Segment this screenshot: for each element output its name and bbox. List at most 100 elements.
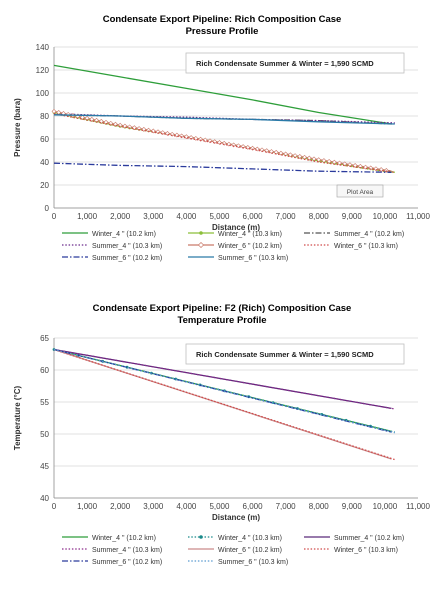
series-marker <box>357 163 363 169</box>
y-tick-label: 60 <box>40 135 49 144</box>
series-marker <box>56 109 62 115</box>
series-marker <box>188 135 194 140</box>
series-line <box>53 113 395 173</box>
legend-marker <box>199 231 203 235</box>
y-tick-label: 140 <box>36 43 50 52</box>
annotation-text: Rich Condensate Summer & Winter = 1,590 … <box>196 59 374 68</box>
y-tick-label: 0 <box>45 204 50 213</box>
legend-label: Winter_6 " (10.3 km) <box>334 547 398 554</box>
x-tick-label: 1,000 <box>77 212 98 221</box>
x-axis-title: Distance (m) <box>212 513 260 522</box>
x-tick-label: 8,000 <box>309 502 330 511</box>
y-tick-label: 65 <box>40 334 49 343</box>
legend-label: Summer_4 " (10.2 km) <box>334 231 404 238</box>
series-line <box>53 348 392 460</box>
series-marker <box>347 162 353 168</box>
series-marker <box>94 117 99 123</box>
x-tick-label: 0 <box>52 212 57 221</box>
legend-label: Summer_6 " (10.2 km) <box>92 559 162 566</box>
legend-label: Winter_4 " (10.2 km) <box>92 535 156 542</box>
x-tick-label: 5,000 <box>209 212 230 221</box>
series-line <box>53 348 392 433</box>
annotation-text: Rich Condensate Summer & Winter = 1,590 … <box>196 350 374 359</box>
series-marker <box>331 159 337 165</box>
legend-label: Summer_6 " (10.3 km) <box>218 255 288 262</box>
x-tick-label: 7,000 <box>276 212 297 221</box>
y-axis-title: Temperature (°C) <box>13 385 22 450</box>
annotation-box <box>185 52 405 74</box>
legend-label: Winter_4 " (10.2 km) <box>92 231 156 238</box>
x-tick-label: 10,000 <box>373 212 398 221</box>
series-marker <box>292 153 298 158</box>
y-axis-title: Pressure (bara) <box>13 98 22 157</box>
x-tick-label: 3,000 <box>143 212 164 221</box>
y-tick-label: 120 <box>36 66 50 75</box>
tooltip-text: Plot Area <box>347 189 374 196</box>
series-line <box>53 162 392 173</box>
series-line <box>53 114 395 125</box>
x-tick-label: 9,000 <box>342 212 363 221</box>
chart-subtitle: Pressure Profile <box>186 26 259 37</box>
series-marker <box>240 144 246 149</box>
x-tick-label: 9,000 <box>342 502 363 511</box>
series-marker <box>84 115 90 121</box>
y-tick-label: 60 <box>40 366 49 375</box>
series-marker <box>316 157 322 163</box>
legend-label: Summer_4 " (10.3 km) <box>92 547 162 554</box>
series-line <box>53 348 395 410</box>
legend-marker <box>199 535 203 539</box>
x-tick-label: 4,000 <box>176 212 197 221</box>
y-tick-label: 40 <box>40 158 49 167</box>
x-tick-label: 2,000 <box>110 502 131 511</box>
series-marker <box>278 150 284 156</box>
legend-marker <box>197 241 205 249</box>
y-tick-label: 55 <box>40 398 49 407</box>
temperature-chart-svg: Condensate Export Pipeline: F2 (Rich) Co… <box>13 303 430 566</box>
x-tick-label: 3,000 <box>143 502 164 511</box>
y-tick-label: 50 <box>40 430 49 439</box>
legend-label: Winter_6 " (10.2 km) <box>218 243 282 250</box>
series-line <box>53 348 395 434</box>
y-tick-label: 40 <box>40 494 49 503</box>
legend-label: Winter_4 " (10.3 km) <box>218 231 282 238</box>
x-tick-label: 10,000 <box>373 502 398 511</box>
series-marker <box>337 160 342 166</box>
x-tick-label: 5,000 <box>209 502 230 511</box>
y-tick-label: 20 <box>40 181 49 190</box>
legend-label: Summer_6 " (10.3 km) <box>218 559 288 566</box>
series-line <box>53 348 395 461</box>
x-tick-label: 0 <box>52 502 57 511</box>
series-marker <box>321 158 327 163</box>
pressure-chart-svg: Condensate Export Pipeline: Rich Composi… <box>13 14 430 262</box>
series-marker <box>297 154 303 159</box>
chart-title: Condensate Export Pipeline: F2 (Rich) Co… <box>93 303 352 314</box>
tooltip-box <box>336 184 384 198</box>
legend-label: Summer_4 " (10.3 km) <box>92 243 162 250</box>
series-line <box>53 64 392 125</box>
series-marker <box>306 155 312 161</box>
series-marker <box>302 154 307 160</box>
x-tick-label: 8,000 <box>309 212 330 221</box>
chart-title: Condensate Export Pipeline: Rich Composi… <box>103 14 342 25</box>
series-marker <box>383 167 389 173</box>
series-marker <box>51 108 57 114</box>
x-tick-label: 7,000 <box>276 502 297 511</box>
annotation-box <box>185 343 405 365</box>
series-marker <box>136 126 142 131</box>
y-tick-label: 100 <box>36 89 50 98</box>
x-tick-label: 6,000 <box>243 502 264 511</box>
legend-label: Summer_6 " (10.2 km) <box>92 255 162 262</box>
y-tick-label: 45 <box>40 462 49 471</box>
legend-label: Winter_6 " (10.2 km) <box>218 547 282 554</box>
x-tick-label: 2,000 <box>110 212 131 221</box>
chart-subtitle: Temperature Profile <box>177 315 266 326</box>
y-tick-label: 80 <box>40 112 49 121</box>
x-tick-label: 4,000 <box>176 502 197 511</box>
pressure-profile-chart: Condensate Export Pipeline: Rich Composi… <box>0 0 435 295</box>
series-marker <box>326 158 332 164</box>
x-axis-title: Distance (m) <box>212 223 260 232</box>
series-marker <box>311 156 317 162</box>
x-tick-label: 11,000 <box>406 212 430 221</box>
x-tick-label: 1,000 <box>77 502 98 511</box>
legend-label: Winter_4 " (10.3 km) <box>218 535 282 542</box>
